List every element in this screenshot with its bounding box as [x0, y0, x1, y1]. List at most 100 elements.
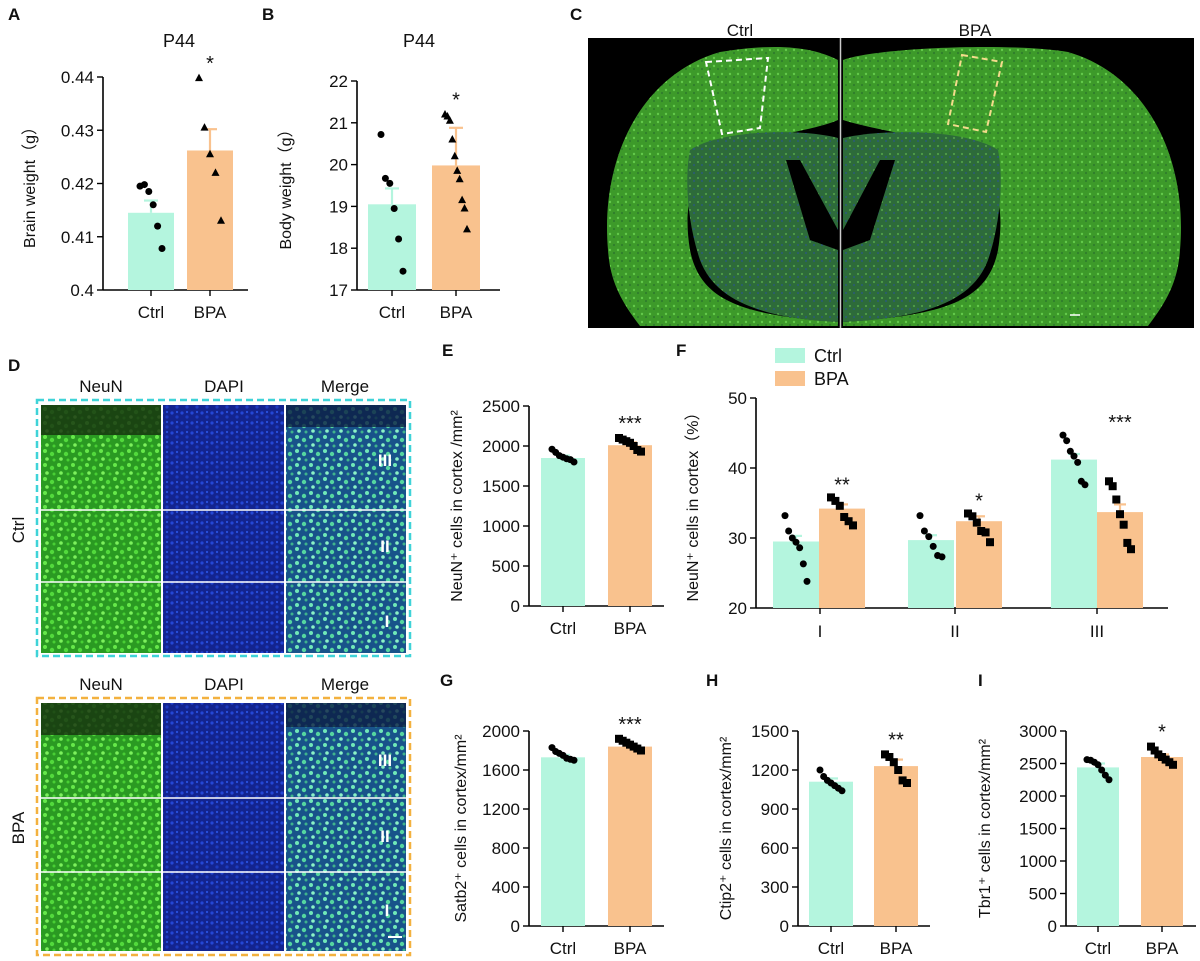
- y-tick-label-b: 18: [329, 239, 348, 258]
- row-label-ctrl: Ctrl: [9, 517, 28, 543]
- data-point-i: [1105, 776, 1113, 784]
- data-point-e: [570, 458, 578, 466]
- y-tick-label-h: 300: [761, 878, 789, 897]
- significance-f: **: [834, 474, 850, 496]
- y-tick-label-e: 2500: [482, 397, 520, 416]
- y-tick-label-i: 2500: [1019, 755, 1057, 774]
- x-tick-label-a: Ctrl: [138, 303, 164, 322]
- data-point-f: [803, 577, 811, 585]
- y-tick-label-i: 3000: [1019, 722, 1057, 741]
- y-tick-label-i: 500: [1029, 885, 1057, 904]
- significance-f: *: [975, 491, 983, 513]
- significance-g: ***: [618, 714, 642, 736]
- data-point-a: [217, 216, 225, 224]
- layer-label-ii-bpa: II: [380, 827, 389, 846]
- y-tick-label-g: 2000: [482, 722, 520, 741]
- data-point-b: [390, 204, 398, 212]
- y-tick-label-g: 1200: [482, 800, 520, 819]
- data-point-f: [977, 527, 986, 535]
- data-point-f: [925, 533, 933, 541]
- bar-h-ctrl: [809, 781, 853, 926]
- data-point-i: [1094, 761, 1102, 769]
- y-tick-label-e: 1500: [482, 477, 520, 496]
- data-point-f: [1059, 431, 1067, 439]
- data-point-a: [140, 181, 148, 189]
- y-tick-label-a: 0.4: [70, 281, 94, 300]
- x-tick-label-h: Ctrl: [818, 939, 844, 958]
- layer-label-ii-ctrl: II: [380, 537, 389, 556]
- bar-f-bpa-1: [956, 521, 1002, 608]
- row-label-bpa: BPA: [9, 811, 28, 844]
- x-tick-label-f: II: [950, 622, 959, 641]
- data-point-b: [386, 179, 394, 187]
- data-point-f: [1119, 520, 1128, 529]
- data-point-b: [445, 116, 454, 124]
- brain-section-micrograph: Ctrl BPA: [588, 21, 1194, 328]
- data-point-e: [637, 447, 645, 456]
- data-point-f: [840, 513, 849, 521]
- y-tick-label-h: 0: [780, 917, 789, 936]
- significance-h: **: [888, 729, 904, 751]
- x-tick-label-f: I: [818, 622, 823, 641]
- data-point-a: [200, 123, 209, 131]
- x-tick-label-g: BPA: [614, 939, 647, 958]
- y-tick-label-g: 0: [511, 917, 520, 936]
- y-tick-label-i: 1000: [1019, 852, 1057, 871]
- y-tick-label-a: 0.44: [61, 68, 94, 87]
- channel-label-dapi: DAPI: [204, 377, 244, 396]
- legend-swatch-ctrl: [775, 348, 805, 363]
- data-point-b: [377, 131, 385, 139]
- layer-label-iii-bpa: III: [378, 751, 392, 770]
- data-point-f: [981, 528, 990, 537]
- immunostaining-micrographs: NeuN DAPI Merge III II I Ctrl NeuN DAPI …: [9, 377, 412, 957]
- y-tick-label-e: 500: [492, 557, 520, 576]
- bar-e-ctrl: [541, 458, 585, 606]
- y-tick-label-b: 22: [329, 72, 348, 91]
- layer-label-i-bpa: I: [385, 901, 390, 920]
- y-tick-label-a: 0.41: [61, 228, 94, 247]
- data-point-i: [1169, 760, 1177, 769]
- panel-letter-h: H: [706, 671, 718, 690]
- panel-letter-e: E: [442, 341, 453, 360]
- data-point-f: [920, 527, 928, 535]
- data-point-b: [450, 151, 459, 160]
- data-point-f: [1112, 495, 1121, 504]
- chart-title-b: P44: [403, 31, 435, 51]
- y-axis-label-g: Satb2⁺ cells in cortex/mm²: [453, 734, 470, 923]
- channel-label-dapi-bpa: DAPI: [204, 675, 244, 694]
- data-point-f: [1127, 545, 1135, 554]
- bar-i-ctrl: [1077, 767, 1119, 926]
- data-point-b: [381, 174, 389, 182]
- data-point-h: [898, 776, 907, 785]
- bar-e-bpa: [608, 445, 652, 606]
- panel-letter-i: I: [978, 671, 983, 690]
- data-point-f: [972, 518, 981, 527]
- x-tick-label-f: III: [1090, 622, 1104, 641]
- data-point-g: [637, 746, 645, 755]
- data-point-f: [1074, 458, 1082, 466]
- bar-g-ctrl: [541, 757, 585, 926]
- bar-f-ctrl-2: [1051, 459, 1097, 608]
- x-tick-label-i: BPA: [1146, 939, 1179, 958]
- data-point-f: [799, 560, 807, 568]
- y-tick-label-g: 1600: [482, 761, 520, 780]
- data-point-f: [1123, 538, 1132, 547]
- data-point-b: [399, 267, 407, 275]
- data-point-a: [154, 222, 162, 230]
- bar-b-ctrl: [368, 204, 416, 290]
- bar-b-bpa: [432, 165, 480, 290]
- bar-f-bpa-0: [819, 508, 865, 608]
- panel-letter-b: B: [262, 5, 274, 24]
- y-tick-label-f: 50: [728, 389, 747, 408]
- channel-label-neun: NeuN: [79, 377, 122, 396]
- y-tick-label-h: 1500: [751, 722, 789, 741]
- data-point-b: [460, 203, 469, 212]
- data-point-f: [792, 538, 800, 546]
- x-tick-label-a: BPA: [194, 303, 227, 322]
- y-tick-label-h: 600: [761, 839, 789, 858]
- data-point-f: [1081, 481, 1089, 489]
- significance-i: *: [1158, 722, 1166, 744]
- bar-a-ctrl: [128, 212, 174, 290]
- panel-letter-c: C: [570, 5, 582, 24]
- data-point-h: [881, 750, 889, 759]
